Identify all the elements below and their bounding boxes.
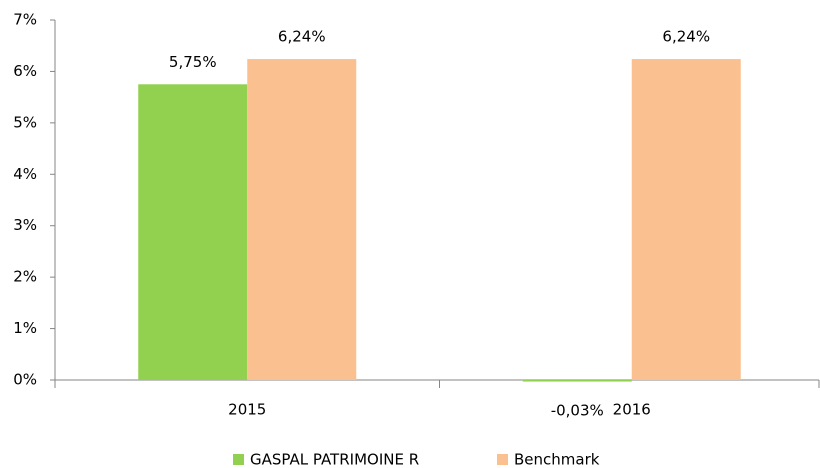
legend-swatch: [233, 454, 244, 465]
bar: [138, 84, 248, 381]
y-tick-label: 1%: [13, 319, 37, 337]
y-tick-label: 7%: [13, 11, 37, 29]
y-tick-label: 0%: [13, 371, 37, 389]
data-label: 5,75%: [169, 53, 217, 71]
legend-label: GASPAL PATRIMOINE R: [250, 451, 419, 468]
y-tick-label: 4%: [13, 165, 37, 183]
data-label: 6,24%: [662, 28, 710, 46]
legend-swatch: [497, 454, 508, 465]
y-tick-label: 6%: [13, 62, 37, 80]
legend-label: Benchmark: [514, 451, 600, 468]
x-tick-label: 2016: [613, 401, 651, 419]
bar: [247, 59, 357, 380]
data-label: 6,24%: [278, 28, 326, 46]
data-label: -0,03%: [551, 402, 604, 420]
y-tick-label: 3%: [13, 216, 37, 234]
y-tick-label: 2%: [13, 268, 37, 286]
bar: [522, 380, 632, 382]
y-tick-label: 5%: [13, 113, 37, 131]
x-tick-label: 2015: [228, 401, 266, 419]
bar: [631, 59, 741, 380]
